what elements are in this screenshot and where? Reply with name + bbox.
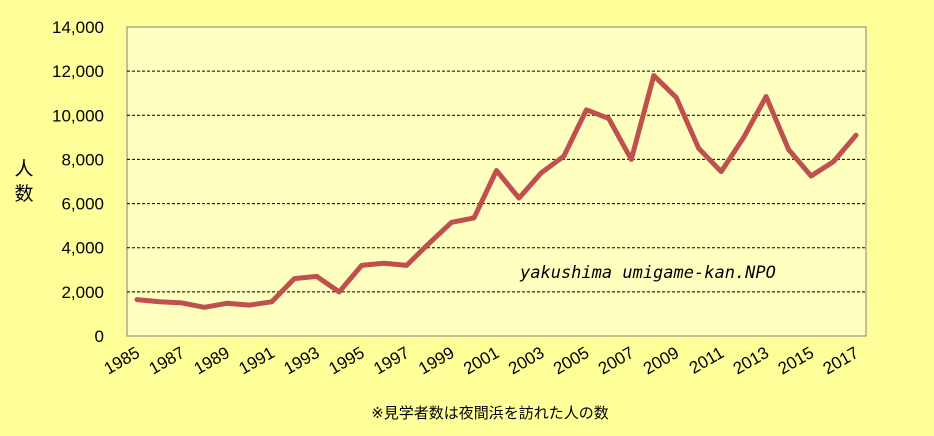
y-tick-label: 2,000 <box>61 283 104 302</box>
x-tick-label: 2015 <box>775 343 817 378</box>
footnote: ※見学者数は夜間浜を訪れた人の数 <box>371 404 609 422</box>
x-tick-label: 2007 <box>595 343 637 378</box>
x-tick-label: 2013 <box>730 343 772 378</box>
y-tick-label: 8,000 <box>61 150 104 169</box>
y-axis-label: 人数 <box>14 158 33 205</box>
x-tick-label: 1997 <box>370 343 412 378</box>
x-tick-label: 1999 <box>415 343 457 378</box>
x-tick-label: 2011 <box>686 343 727 378</box>
y-tick-label: 10,000 <box>52 106 104 125</box>
x-tick-label: 1995 <box>325 343 367 378</box>
x-tick-label: 1989 <box>191 343 233 378</box>
x-tick-label: 2017 <box>820 343 862 378</box>
x-tick-label: 2009 <box>640 343 682 378</box>
y-tick-label: 14,000 <box>52 18 104 37</box>
y-axis-label-char: 人 <box>14 158 33 180</box>
watermark-annotation: yakushima umigame-kan.NPO <box>519 263 776 283</box>
series-group <box>134 73 859 310</box>
x-tick-label: 1991 <box>236 343 278 378</box>
x-tick-label: 2003 <box>505 343 547 378</box>
y-tick-label: 0 <box>95 327 104 346</box>
x-tick-label: 1985 <box>101 343 143 378</box>
series-line <box>134 73 859 310</box>
y-axis-label-char: 数 <box>14 183 33 205</box>
x-tick-label: 1987 <box>146 343 188 378</box>
plot-area <box>126 26 867 337</box>
y-tick-label: 4,000 <box>61 239 104 258</box>
x-tick-label: 2005 <box>550 343 592 378</box>
x-tick-label: 2001 <box>460 343 502 378</box>
y-tick-label: 6,000 <box>61 195 104 214</box>
y-tick-label: 12,000 <box>52 62 104 81</box>
x-axis-ticks: 1985 1987 1989 1991 1993 1995 1997 1999 2001 2003… <box>101 343 862 378</box>
x-tick-label: 1993 <box>280 343 322 378</box>
y-axis-ticks: 0 2,000 4,000 6,000 8,000 10,000 12,000 14,000 <box>52 18 104 346</box>
gridlines <box>127 70 866 293</box>
